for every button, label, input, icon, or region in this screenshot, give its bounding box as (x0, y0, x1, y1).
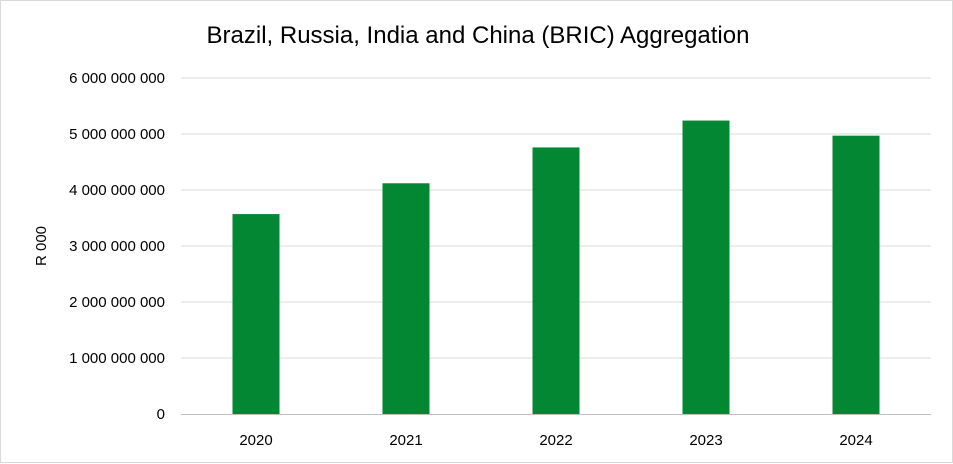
x-tick-label: 2021 (389, 432, 422, 449)
x-tick-label: 2024 (839, 432, 872, 449)
x-tick-label: 2023 (689, 432, 722, 449)
x-tick-labels: 2020 2021 2022 2023 2024 (239, 432, 872, 449)
y-tick-label: 3 000 000 000 (69, 238, 165, 255)
y-tick-label: 1 000 000 000 (69, 350, 165, 367)
y-tick-label: 4 000 000 000 (69, 182, 165, 199)
y-tick-label: 6 000 000 000 (69, 70, 165, 87)
bar-2022 (532, 147, 580, 414)
bar-2021 (382, 183, 430, 414)
y-tick-label: 5 000 000 000 (69, 126, 165, 143)
y-tick-label: 0 (157, 406, 165, 423)
y-axis-label: R 000 (33, 226, 50, 266)
y-tick-labels: 0 1 000 000 000 2 000 000 000 3 000 000 000… (69, 70, 165, 423)
bar-2020 (232, 214, 280, 414)
bar-2024 (832, 135, 880, 414)
y-tick-label: 2 000 000 000 (69, 294, 165, 311)
bar-2023 (682, 120, 730, 414)
bars (232, 120, 880, 414)
chart-title: Brazil, Russia, India and China (BRIC) A… (207, 22, 750, 49)
x-tick-label: 2020 (239, 432, 272, 449)
x-tick-label: 2022 (539, 432, 572, 449)
